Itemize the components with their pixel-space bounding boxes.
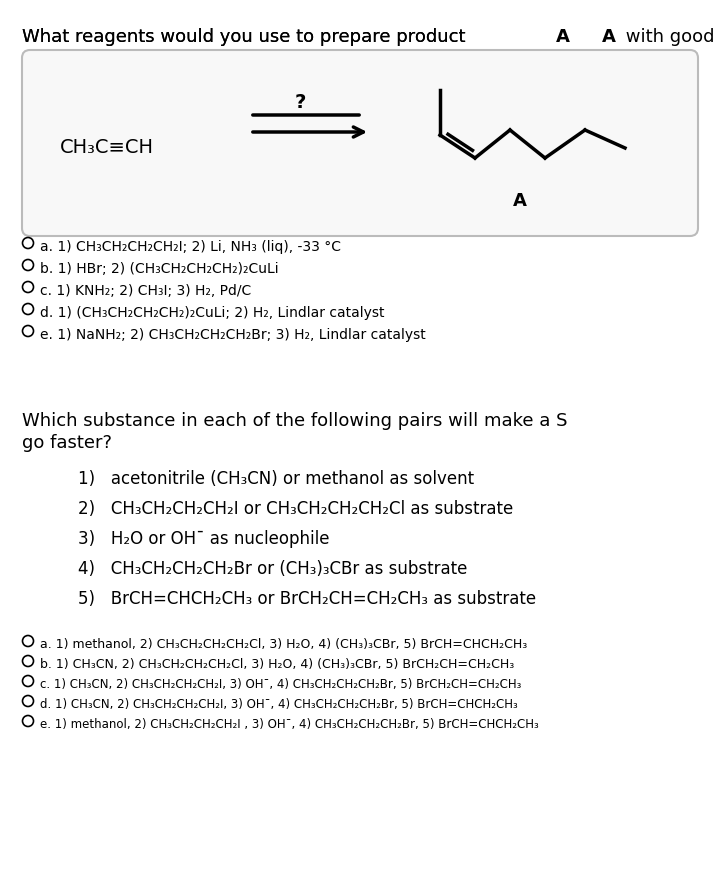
Text: go faster?: go faster? — [22, 434, 112, 452]
Text: A: A — [557, 28, 570, 46]
Text: e. 1) methanol, 2) CH₃CH₂CH₂CH₂I , 3) OH¯, 4) CH₃CH₂CH₂CH₂Br, 5) BrCH=CHCH₂CH₃: e. 1) methanol, 2) CH₃CH₂CH₂CH₂I , 3) OH… — [40, 718, 539, 731]
Text: A: A — [602, 28, 616, 46]
Text: What reagents would you use to prepare product: What reagents would you use to prepare p… — [22, 28, 472, 46]
Text: b. 1) HBr; 2) (CH₃CH₂CH₂CH₂)₂CuLi: b. 1) HBr; 2) (CH₃CH₂CH₂CH₂)₂CuLi — [40, 262, 279, 276]
Text: a. 1) methanol, 2) CH₃CH₂CH₂CH₂Cl, 3) H₂O, 4) (CH₃)₃CBr, 5) BrCH=CHCH₂CH₃: a. 1) methanol, 2) CH₃CH₂CH₂CH₂Cl, 3) H₂… — [40, 638, 527, 651]
Text: 4)   CH₃CH₂CH₂CH₂Br or (CH₃)₃CBr as substrate: 4) CH₃CH₂CH₂CH₂Br or (CH₃)₃CBr as substr… — [78, 560, 467, 578]
Text: 1)   acetonitrile (CH₃CN) or methanol as solvent: 1) acetonitrile (CH₃CN) or methanol as s… — [78, 470, 474, 488]
Text: d. 1) (CH₃CH₂CH₂CH₂)₂CuLi; 2) H₂, Lindlar catalyst: d. 1) (CH₃CH₂CH₂CH₂)₂CuLi; 2) H₂, Lindla… — [40, 306, 384, 320]
Text: with good yield?: with good yield? — [620, 28, 720, 46]
FancyBboxPatch shape — [22, 50, 698, 236]
Text: ?: ? — [295, 93, 307, 112]
Text: a. 1) CH₃CH₂CH₂CH₂I; 2) Li, NH₃ (liq), -33 °C: a. 1) CH₃CH₂CH₂CH₂I; 2) Li, NH₃ (liq), -… — [40, 240, 341, 254]
Text: c. 1) CH₃CN, 2) CH₃CH₂CH₂CH₂I, 3) OH¯, 4) CH₃CH₂CH₂CH₂Br, 5) BrCH₂CH=CH₂CH₃: c. 1) CH₃CN, 2) CH₃CH₂CH₂CH₂I, 3) OH¯, 4… — [40, 678, 521, 691]
Text: Which substance in each of the following pairs will make a S: Which substance in each of the following… — [22, 412, 567, 430]
Text: 3)   H₂O or OH¯ as nucleophile: 3) H₂O or OH¯ as nucleophile — [78, 530, 330, 548]
Text: d. 1) CH₃CN, 2) CH₃CH₂CH₂CH₂I, 3) OH¯, 4) CH₃CH₂CH₂CH₂Br, 5) BrCH=CHCH₂CH₃: d. 1) CH₃CN, 2) CH₃CH₂CH₂CH₂I, 3) OH¯, 4… — [40, 698, 518, 711]
Text: What reagents would you use to prepare product: What reagents would you use to prepare p… — [22, 28, 472, 46]
Text: A: A — [513, 192, 527, 210]
Text: 2)   CH₃CH₂CH₂CH₂I or CH₃CH₂CH₂CH₂Cl as substrate: 2) CH₃CH₂CH₂CH₂I or CH₃CH₂CH₂CH₂Cl as su… — [78, 500, 513, 518]
Text: b. 1) CH₃CN, 2) CH₃CH₂CH₂CH₂Cl, 3) H₂O, 4) (CH₃)₃CBr, 5) BrCH₂CH=CH₂CH₃: b. 1) CH₃CN, 2) CH₃CH₂CH₂CH₂Cl, 3) H₂O, … — [40, 658, 514, 671]
Text: c. 1) KNH₂; 2) CH₃I; 3) H₂, Pd/C: c. 1) KNH₂; 2) CH₃I; 3) H₂, Pd/C — [40, 284, 251, 298]
Text: e. 1) NaNH₂; 2) CH₃CH₂CH₂CH₂Br; 3) H₂, Lindlar catalyst: e. 1) NaNH₂; 2) CH₃CH₂CH₂CH₂Br; 3) H₂, L… — [40, 328, 426, 342]
Text: CH₃C≡CH: CH₃C≡CH — [60, 138, 154, 157]
Text: 5)   BrCH=CHCH₂CH₃ or BrCH₂CH=CH₂CH₃ as substrate: 5) BrCH=CHCH₂CH₃ or BrCH₂CH=CH₂CH₃ as su… — [78, 590, 536, 608]
